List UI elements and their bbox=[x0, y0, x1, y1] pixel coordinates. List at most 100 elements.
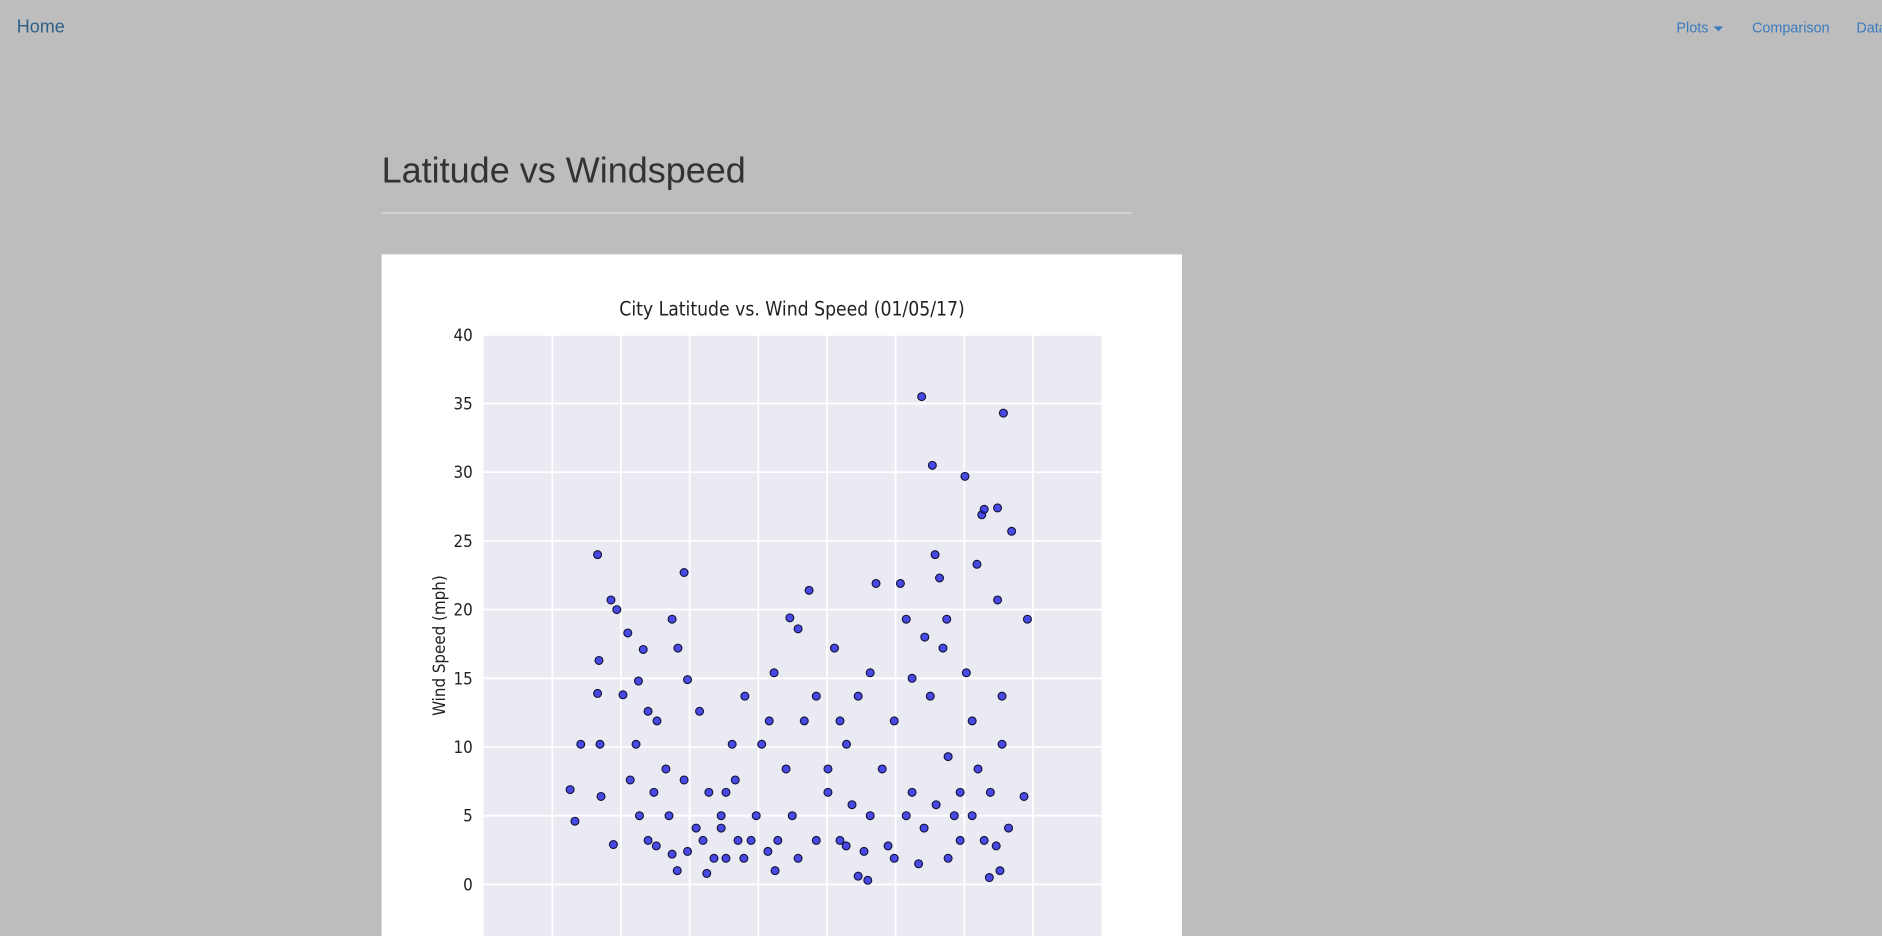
scatter-point bbox=[652, 716, 662, 726]
scatter-point bbox=[938, 643, 948, 653]
scatter-point bbox=[901, 811, 911, 821]
scatter-point bbox=[606, 595, 616, 605]
scatter-point bbox=[727, 739, 737, 749]
divider bbox=[381, 212, 1132, 214]
scatter-point bbox=[955, 835, 965, 845]
scatter-point bbox=[841, 841, 851, 851]
plots-menu[interactable]: Plots bbox=[1676, 19, 1723, 36]
scatter-point bbox=[709, 853, 719, 863]
scatter-point bbox=[842, 739, 852, 749]
scatter-point bbox=[702, 868, 712, 878]
scatter-point bbox=[751, 811, 761, 821]
scatter-point bbox=[716, 823, 726, 833]
y-tick-label: 30 bbox=[454, 462, 473, 482]
scatter-point bbox=[998, 408, 1008, 418]
scatter-point bbox=[721, 787, 731, 797]
scatter-point bbox=[979, 504, 989, 514]
scatter-point bbox=[595, 739, 605, 749]
scatter-point bbox=[967, 811, 977, 821]
scatter-point bbox=[683, 675, 693, 685]
page-heading: Latitude vs Windspeed bbox=[381, 151, 746, 191]
scatter-point bbox=[739, 853, 749, 863]
scatter-point bbox=[593, 688, 603, 698]
scatter-point bbox=[914, 859, 924, 869]
scatter-point bbox=[799, 716, 809, 726]
scatter-point bbox=[683, 846, 693, 856]
scatter-point bbox=[863, 875, 873, 885]
y-tick-label: 15 bbox=[454, 668, 473, 688]
scatter-point bbox=[757, 739, 767, 749]
scatter-point bbox=[634, 811, 644, 821]
chart-panel: City Latitude vs. Wind Speed (01/05/17) … bbox=[381, 254, 1183, 936]
scatter-point bbox=[594, 655, 604, 665]
y-tick-label: 25 bbox=[454, 531, 473, 551]
scatter-point bbox=[618, 690, 628, 700]
scatter-point bbox=[785, 613, 795, 623]
scatter-point bbox=[883, 841, 893, 851]
scatter-point bbox=[907, 787, 917, 797]
scatter-point bbox=[804, 585, 814, 595]
scatter-point bbox=[942, 614, 952, 624]
scatter-point bbox=[623, 628, 633, 638]
scatter-point bbox=[973, 764, 983, 774]
scatter-point bbox=[764, 716, 774, 726]
scatter-point bbox=[943, 752, 953, 762]
scatter-point bbox=[593, 550, 603, 560]
y-tick-label: 5 bbox=[463, 806, 473, 826]
scatter-point bbox=[853, 691, 863, 701]
scatter-point bbox=[993, 503, 1003, 513]
scatter-point bbox=[931, 800, 941, 810]
scatter-point bbox=[633, 676, 643, 686]
scatter-point bbox=[877, 764, 887, 774]
chart-title: City Latitude vs. Wind Speed (01/05/17) bbox=[619, 298, 964, 321]
scatter-point bbox=[695, 706, 705, 716]
y-tick-label: 0 bbox=[463, 874, 473, 894]
plot-area bbox=[483, 334, 1102, 936]
scatter-point bbox=[625, 775, 635, 785]
scatter-point bbox=[1004, 823, 1014, 833]
scatter-point bbox=[895, 578, 905, 588]
scatter-point bbox=[679, 775, 689, 785]
scatter-point bbox=[835, 716, 845, 726]
navbar: Home Plots Comparison Data bbox=[0, 0, 1882, 58]
home-link[interactable]: Home bbox=[16, 16, 65, 38]
y-tick-label: 35 bbox=[454, 394, 473, 414]
scatter-point bbox=[733, 835, 743, 845]
scatter-point bbox=[673, 643, 683, 653]
scatter-point bbox=[811, 835, 821, 845]
scatter-point bbox=[949, 811, 959, 821]
plots-label: Plots bbox=[1676, 19, 1709, 36]
scatter-point bbox=[930, 550, 940, 560]
scatter-point bbox=[935, 573, 945, 583]
scatter-point bbox=[638, 644, 648, 654]
chart: City Latitude vs. Wind Speed (01/05/17) … bbox=[429, 298, 1102, 936]
scatter-point bbox=[781, 764, 791, 774]
scatter-point bbox=[997, 739, 1007, 749]
data-link[interactable]: Data bbox=[1856, 19, 1881, 36]
scatter-point bbox=[661, 764, 671, 774]
scatter-point bbox=[667, 849, 677, 859]
comparison-link[interactable]: Comparison bbox=[1752, 19, 1830, 36]
scatter-point bbox=[793, 853, 803, 863]
scatter-point bbox=[1019, 791, 1029, 801]
scatter-point bbox=[925, 691, 935, 701]
scatter-point bbox=[793, 624, 803, 634]
scatter-point bbox=[667, 614, 677, 624]
scatter-point bbox=[1007, 526, 1017, 536]
scatter-point bbox=[679, 568, 689, 578]
scatter-point bbox=[672, 866, 682, 876]
scatter-point bbox=[691, 823, 701, 833]
scatter-point bbox=[730, 775, 740, 785]
scatter-point bbox=[651, 841, 661, 851]
scatter-point bbox=[943, 853, 953, 863]
scatter-point bbox=[835, 835, 845, 845]
scatter-point bbox=[991, 841, 1001, 851]
scatter-point bbox=[927, 460, 937, 470]
scatter-point bbox=[960, 471, 970, 481]
scatter-point bbox=[631, 739, 641, 749]
scatter-point bbox=[823, 787, 833, 797]
scatter-point bbox=[576, 739, 586, 749]
scatter-point bbox=[865, 811, 875, 821]
scatter-point bbox=[811, 691, 821, 701]
